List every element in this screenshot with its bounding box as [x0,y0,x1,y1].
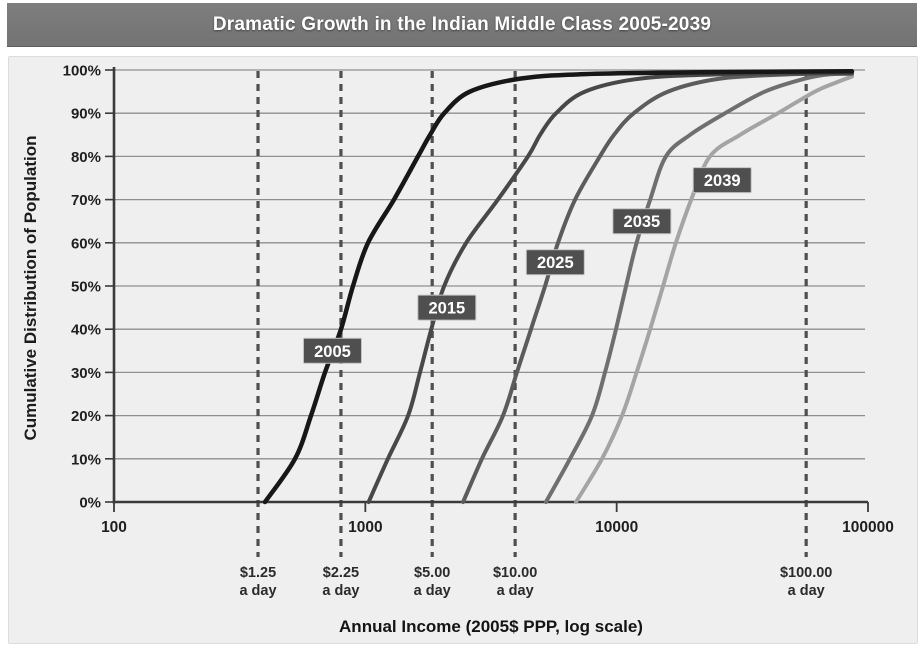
curve-2039 [574,74,854,504]
reference-line-label-unit: a day [239,583,276,599]
y-tick-label: 20% [71,408,101,425]
y-tick-label: 90% [71,106,101,123]
series-curves [262,69,855,505]
y-tick-label: 0% [79,495,101,512]
x-tick-label: 1000 [348,519,382,536]
year-label-text: 2025 [537,254,574,272]
reference-line-label-amount: $2.25 [323,565,359,581]
year-label-2005: 2005 [302,337,362,364]
year-label-2015: 2015 [417,294,477,321]
reference-line-label-amount: $5.00 [414,565,450,581]
year-label-2035: 2035 [612,208,672,235]
reference-line-label-amount: $1.25 [240,565,276,581]
reference-line-label-unit: a day [414,583,451,599]
curve-2005 [262,69,855,505]
title-bar: Dramatic Growth in the Indian Middle Cla… [7,3,917,47]
year-label-text: 2005 [314,343,351,361]
y-tick-label: 70% [71,192,101,209]
curve-2015 [366,71,854,504]
year-label-text: 2015 [428,300,465,318]
curve-2035 [543,71,854,504]
reference-line-label: $2.25 a day [322,565,359,599]
chart-title: Dramatic Growth in the Indian Middle Cla… [212,13,712,35]
reference-line-label-amount: $10.00 [493,565,537,581]
year-label-box [612,208,672,235]
reference-line-label-amount: $100.00 [780,565,832,581]
year-label-box [417,294,477,321]
y-tick-label: 50% [71,279,101,296]
y-axis-title: Cumulative Distribution of Population [21,135,40,441]
x-tick-label: 100 [101,519,127,536]
year-label-text: 2039 [704,172,741,190]
year-label-text: 2035 [624,213,661,231]
chart-panel [8,56,918,644]
y-axis-ticks: 0% 10% 20% 30% 40% 50% 60% 70% 80% 90% 100% [63,63,114,512]
reference-line-label: $1.25 a day [239,565,276,599]
y-tick-label: 60% [71,235,101,252]
reference-line-label-unit: a day [322,583,359,599]
reference-line-label-unit: a day [497,583,534,599]
reference-line-label: $100.00 a day [780,565,832,599]
reference-line-label-unit: a day [788,583,825,599]
y-tick-label: 30% [71,365,101,382]
curve-2025 [461,71,854,504]
gridlines [114,69,865,460]
y-tick-label: 100% [63,63,101,80]
x-tick-label: 100000 [842,519,894,536]
year-label-box [525,249,585,276]
year-labels: 2005 2015 2025 2035 2039 [302,167,752,364]
reference-line-label: $5.00 a day [414,565,451,599]
x-axis-ticks: 100 1000 10000 100000 [101,502,894,536]
y-tick-label: 80% [71,149,101,166]
y-tick-label: 10% [71,451,101,468]
x-axis-title: Annual Income (2005$ PPP, log scale) [339,617,643,636]
year-label-2039: 2039 [692,167,752,194]
reference-lines: $1.25 a day $2.25 a day $5.00 a day $10.00 a da… [239,71,832,599]
reference-line-label: $10.00 a day [493,565,537,599]
year-label-2025: 2025 [525,249,585,276]
year-label-box [302,337,362,364]
x-tick-label: 10000 [595,519,638,536]
year-label-box [692,167,752,194]
y-tick-label: 40% [71,322,101,339]
